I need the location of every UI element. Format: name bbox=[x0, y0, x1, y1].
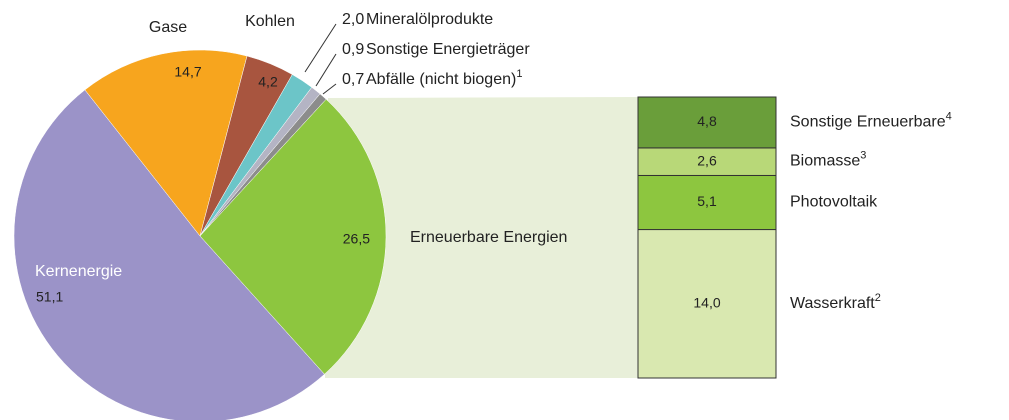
category-label: Sonstige Erneuerbare4 bbox=[790, 110, 952, 130]
leader-line bbox=[322, 83, 337, 95]
category-name: Biomasse bbox=[790, 153, 860, 170]
pie-slice bbox=[84, 49, 248, 237]
category-name: Sonstige Energieträger bbox=[366, 41, 530, 58]
category-name: Mineralölprodukte bbox=[366, 11, 493, 28]
category-label: Kernenergie bbox=[35, 263, 122, 280]
category-label: Erneuerbare Energien bbox=[410, 229, 567, 246]
value-label: 14,0 bbox=[693, 294, 720, 310]
category-name: Photovoltaik bbox=[790, 194, 878, 211]
footnote-mark: 3 bbox=[860, 150, 866, 162]
category-name: Sonstige Erneuerbare bbox=[790, 114, 946, 131]
category-name: Wasserkraft bbox=[790, 295, 875, 312]
category-label: Photovoltaik bbox=[790, 194, 878, 211]
category-label: Mineralölprodukte bbox=[366, 11, 493, 28]
value-label: 5,1 bbox=[697, 193, 717, 209]
category-label: Abfälle (nicht biogen)1 bbox=[366, 68, 522, 88]
value-label: 2,0 bbox=[342, 11, 364, 28]
category-name: Gase bbox=[149, 19, 187, 36]
labels: Kernenergie 51,1 Gase 14,7 Kohlen 4,2 Mineralö… bbox=[35, 11, 952, 312]
category-name: Abfälle (nicht biogen) bbox=[366, 71, 516, 88]
pie-slice bbox=[199, 98, 387, 375]
category-label: Sonstige Energieträger bbox=[366, 41, 530, 58]
leader-line bbox=[304, 23, 337, 73]
value-label: 2,6 bbox=[697, 152, 717, 168]
footnote-mark: 2 bbox=[875, 292, 881, 304]
category-name: Kohlen bbox=[245, 13, 295, 30]
category-label: Biomasse3 bbox=[790, 150, 866, 170]
value-label: 0,9 bbox=[342, 41, 364, 58]
category-name: Erneuerbare Energien bbox=[410, 229, 567, 246]
value-label: 51,1 bbox=[36, 289, 63, 305]
category-label: Kohlen bbox=[245, 13, 295, 30]
value-label: 0,7 bbox=[342, 71, 364, 88]
bar-segment bbox=[637, 229, 777, 379]
pie-slice bbox=[13, 89, 325, 420]
leaders bbox=[304, 23, 337, 95]
value-label: 4,2 bbox=[258, 74, 278, 90]
leader-line bbox=[315, 53, 337, 87]
category-label: Wasserkraft2 bbox=[790, 292, 881, 312]
category-name: Kernenergie bbox=[35, 263, 122, 280]
value-label: 4,8 bbox=[697, 113, 717, 129]
category-label: Gase bbox=[149, 19, 187, 36]
value-label: 26,5 bbox=[343, 231, 370, 247]
footnote-mark: 4 bbox=[946, 110, 952, 122]
pie bbox=[13, 49, 387, 420]
value-label: 14,7 bbox=[174, 64, 201, 80]
footnote-mark: 1 bbox=[516, 68, 522, 80]
bar-segment bbox=[637, 96, 777, 149]
bar-stack bbox=[637, 96, 777, 379]
connector bbox=[325, 97, 638, 378]
